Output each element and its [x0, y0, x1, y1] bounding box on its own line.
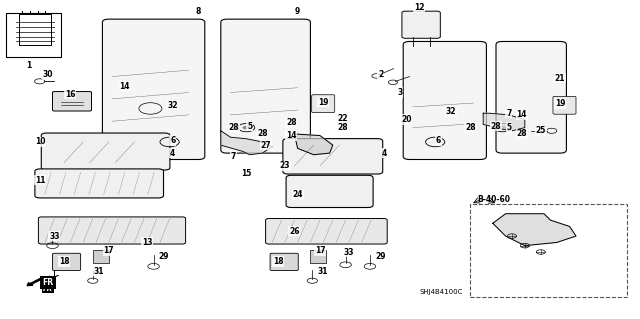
Text: 4: 4 [381, 149, 387, 158]
FancyBboxPatch shape [403, 41, 486, 160]
Text: 14: 14 [120, 82, 130, 91]
Text: 8: 8 [196, 7, 201, 16]
Text: 15: 15 [241, 169, 252, 178]
Polygon shape [294, 134, 333, 155]
FancyBboxPatch shape [221, 19, 310, 153]
Text: 30: 30 [43, 70, 53, 79]
FancyBboxPatch shape [35, 169, 164, 198]
FancyBboxPatch shape [266, 219, 387, 244]
Text: 27: 27 [260, 141, 271, 150]
Text: 14: 14 [516, 110, 527, 119]
FancyBboxPatch shape [496, 41, 566, 153]
Bar [310, 250, 326, 263]
FancyArrow shape [27, 277, 44, 286]
Polygon shape [221, 131, 272, 155]
Text: 32: 32 [168, 101, 178, 110]
Text: 28: 28 [516, 130, 527, 138]
FancyBboxPatch shape [283, 138, 383, 174]
Text: 6: 6 [170, 136, 175, 145]
Text: 19: 19 [318, 98, 328, 107]
Text: 28: 28 [228, 123, 239, 132]
Bar [470, 204, 627, 297]
Text: FR: FR [42, 278, 54, 287]
FancyBboxPatch shape [553, 96, 576, 114]
Text: 28: 28 [286, 118, 296, 127]
Text: 24: 24 [292, 190, 303, 199]
Polygon shape [483, 113, 525, 131]
Circle shape [243, 126, 250, 130]
Text: 21: 21 [555, 74, 565, 83]
Text: 32: 32 [446, 107, 456, 116]
Circle shape [499, 126, 506, 130]
Text: 7: 7 [231, 152, 236, 161]
Text: 29: 29 [376, 252, 386, 261]
Polygon shape [493, 214, 576, 246]
Text: 28: 28 [257, 130, 268, 138]
Text: 17: 17 [104, 246, 114, 255]
Text: 12: 12 [414, 4, 424, 12]
Text: 9: 9 [295, 7, 300, 16]
Text: 26: 26 [289, 227, 300, 236]
Text: 29: 29 [158, 252, 168, 261]
Text: 28: 28 [465, 123, 476, 132]
Text: 17: 17 [315, 246, 325, 255]
Text: B-40-60: B-40-60 [477, 195, 510, 204]
Text: FR: FR [43, 286, 53, 292]
FancyBboxPatch shape [41, 133, 170, 170]
Text: 1: 1 [26, 61, 31, 70]
Text: 10: 10 [35, 137, 45, 146]
Text: 3: 3 [397, 88, 403, 97]
Text: 16: 16 [65, 90, 76, 99]
Bar [93, 250, 109, 263]
FancyBboxPatch shape [270, 253, 298, 271]
Text: 2: 2 [378, 70, 383, 79]
Text: 6: 6 [436, 136, 441, 145]
Text: 18: 18 [59, 257, 69, 266]
FancyBboxPatch shape [402, 11, 440, 38]
Text: FR: FR [43, 286, 53, 292]
Text: 19: 19 [555, 99, 565, 108]
Text: 28: 28 [491, 122, 501, 130]
Text: 18: 18 [273, 257, 284, 266]
Text: 31: 31 [94, 267, 104, 276]
Text: 13: 13 [142, 238, 152, 247]
Text: 33: 33 [344, 248, 354, 256]
Bar [6, 13, 61, 57]
Text: 20: 20 [401, 115, 412, 124]
FancyBboxPatch shape [38, 217, 186, 244]
FancyBboxPatch shape [52, 253, 81, 271]
FancyBboxPatch shape [286, 175, 373, 207]
Text: 31: 31 [318, 267, 328, 276]
Text: 25: 25 [536, 126, 546, 135]
FancyBboxPatch shape [52, 92, 92, 111]
Text: 5: 5 [247, 122, 252, 130]
Text: 23: 23 [280, 161, 290, 170]
Text: 7: 7 [506, 109, 511, 118]
Text: 5: 5 [506, 123, 511, 132]
Text: 4: 4 [170, 149, 175, 158]
Text: 28: 28 [337, 123, 348, 132]
Text: 11: 11 [35, 176, 45, 185]
Text: 22: 22 [337, 114, 348, 122]
Text: 33: 33 [49, 232, 60, 241]
FancyBboxPatch shape [312, 95, 335, 113]
Text: SHJ4B4100C: SHJ4B4100C [419, 289, 463, 295]
FancyBboxPatch shape [102, 19, 205, 160]
Text: 14: 14 [286, 131, 296, 140]
